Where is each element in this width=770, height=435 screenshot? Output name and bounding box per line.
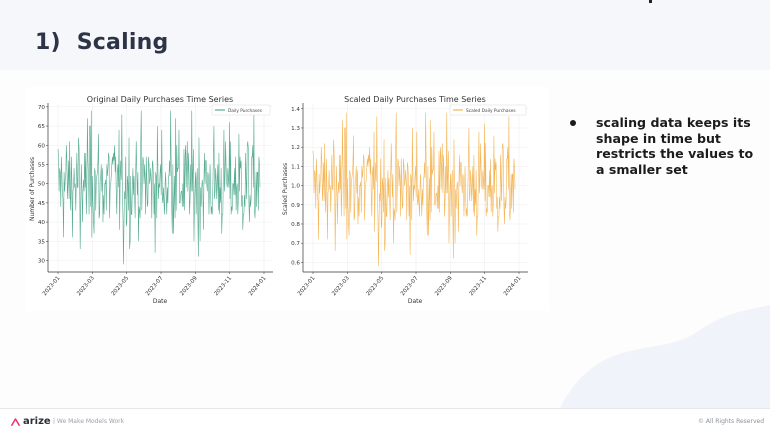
- legend-label: Daily Purchases: [228, 108, 263, 114]
- mouse-cursor-icon: [649, 0, 652, 3]
- svg-text:0.9: 0.9: [291, 203, 300, 209]
- svg-text:2023-05: 2023-05: [366, 275, 386, 297]
- legend: Scaled Daily Purchases: [449, 104, 527, 116]
- svg-text:2023-07: 2023-07: [400, 275, 420, 297]
- svg-text:2023-07: 2023-07: [145, 275, 165, 297]
- svg-text:2023-11: 2023-11: [214, 275, 234, 297]
- svg-text:2023-09: 2023-09: [179, 275, 199, 297]
- svg-text:1.0: 1.0: [291, 184, 300, 190]
- svg-text:2023-01: 2023-01: [297, 275, 317, 297]
- slide-title-text: Scaling: [76, 30, 169, 55]
- svg-text:35: 35: [38, 239, 46, 245]
- svg-text:2023-09: 2023-09: [434, 275, 454, 297]
- svg-text:2023-05: 2023-05: [111, 275, 131, 297]
- chart-title: Scaled Daily Purchases Time Series: [344, 95, 486, 104]
- svg-text:40: 40: [38, 220, 46, 226]
- svg-text:0.7: 0.7: [291, 241, 300, 247]
- bullet-dot-icon: [570, 120, 576, 126]
- svg-text:1.1: 1.1: [291, 164, 300, 170]
- svg-text:2023-03: 2023-03: [76, 275, 96, 297]
- svg-text:60: 60: [38, 143, 46, 149]
- arize-logo: arize: [11, 416, 51, 427]
- series-line: [312, 112, 516, 267]
- svg-text:2023-01: 2023-01: [42, 275, 62, 297]
- bullet-text: scaling data keeps its shape in time but…: [596, 115, 754, 177]
- slide: 1) Scaling Original Daily Purchases Time …: [25, 30, 770, 408]
- svg-text:55: 55: [38, 162, 46, 168]
- svg-text:0.8: 0.8: [291, 222, 300, 228]
- series-line: [57, 110, 261, 265]
- svg-text:2024-01: 2024-01: [503, 275, 523, 297]
- legend: Daily Purchases: [211, 104, 271, 116]
- svg-text:1.4: 1.4: [291, 107, 300, 113]
- charts-svg: Original Daily Purchases Time Series 30 3…: [29, 95, 528, 305]
- footer: arize | We Make Models Work © All Rights…: [0, 408, 770, 435]
- logo-text: arize: [23, 416, 51, 427]
- slide-title: 1) Scaling: [35, 30, 168, 55]
- y-axis-label: Number of Purchases: [29, 157, 36, 221]
- bullet-list: scaling data keeps its shape in time but…: [568, 115, 758, 177]
- svg-text:2024-01: 2024-01: [248, 275, 268, 297]
- slide-number: 1): [35, 30, 61, 55]
- svg-text:1.2: 1.2: [291, 145, 300, 151]
- tagline: | We Make Models Work: [53, 418, 125, 425]
- svg-text:50: 50: [38, 182, 46, 188]
- svg-text:30: 30: [38, 258, 46, 264]
- x-axis-label: Date: [153, 298, 168, 305]
- svg-text:2023-11: 2023-11: [469, 275, 489, 297]
- svg-text:0.6: 0.6: [291, 260, 300, 266]
- svg-text:45: 45: [38, 201, 46, 207]
- copyright: © All Rights Reserved: [697, 418, 764, 425]
- arize-logo-icon: [11, 417, 20, 426]
- charts-figure: Original Daily Purchases Time Series 30 3…: [25, 87, 549, 311]
- x-axis-label: Date: [408, 298, 423, 305]
- bullet-item: scaling data keeps its shape in time but…: [568, 115, 758, 177]
- chart-title: Original Daily Purchases Time Series: [87, 95, 233, 104]
- svg-text:65: 65: [38, 124, 46, 130]
- original-chart: Original Daily Purchases Time Series 30 3…: [29, 95, 273, 305]
- svg-text:2023-03: 2023-03: [331, 275, 351, 297]
- svg-text:70: 70: [38, 105, 46, 111]
- y-axis-label: Scaled Purchases: [282, 163, 289, 215]
- legend-label: Scaled Daily Purchases: [466, 108, 516, 114]
- svg-text:1.3: 1.3: [291, 126, 300, 132]
- scaled-chart: Scaled Daily Purchases Time Series 0.6 0.…: [282, 95, 528, 305]
